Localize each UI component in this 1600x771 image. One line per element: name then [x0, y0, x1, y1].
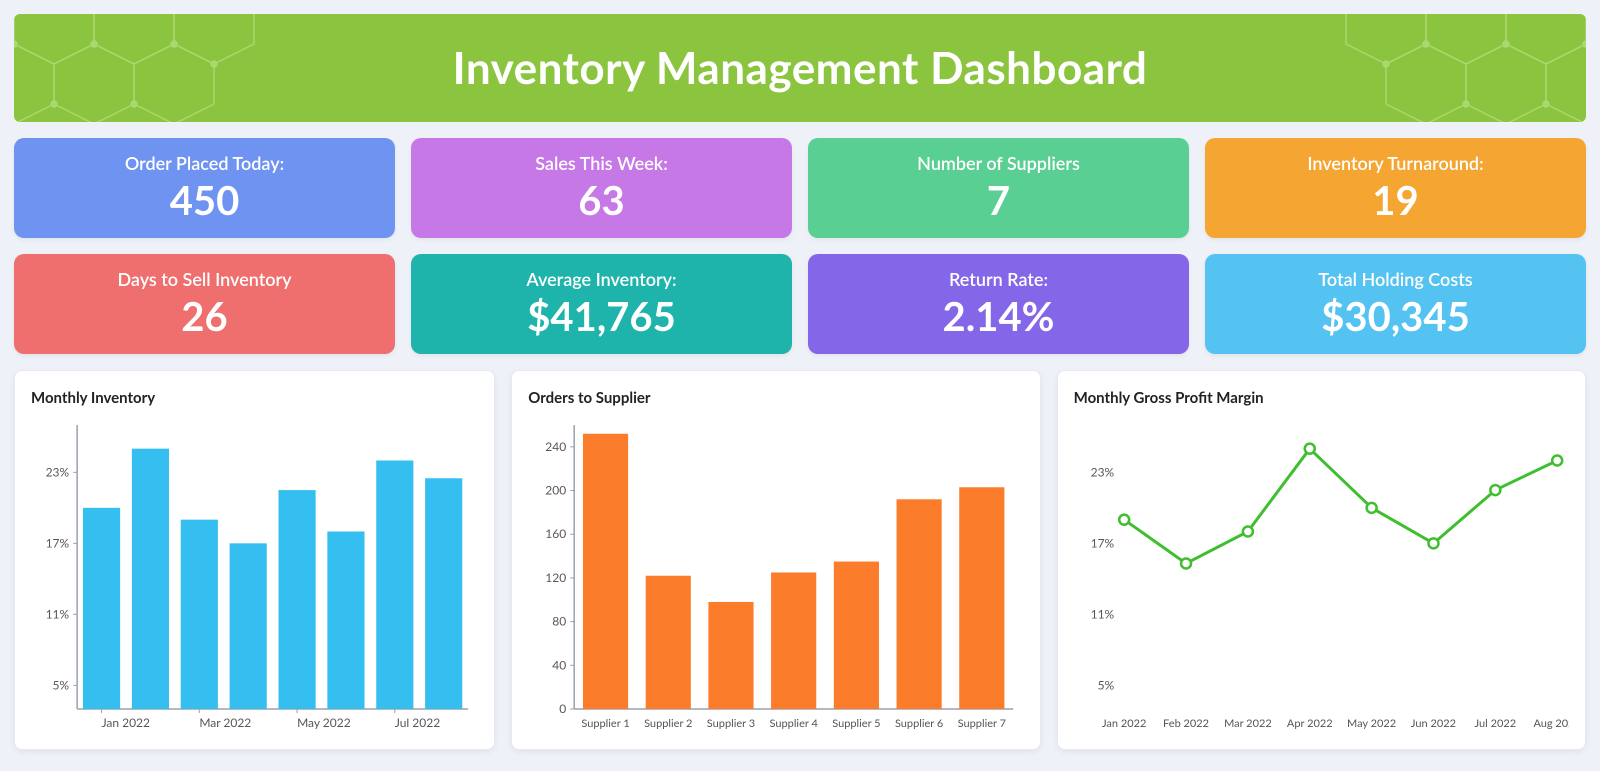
kpi-label: Return Rate:	[818, 268, 1179, 290]
kpi-label: Sales This Week:	[421, 152, 782, 174]
card-orders-to-supplier: Orders to Supplier 0 40 80 120 160 200 240 Supp…	[511, 370, 1040, 750]
svg-text:5%: 5%	[53, 677, 70, 692]
kpi-days-to-sell: Days to Sell Inventory 26	[14, 254, 395, 354]
svg-text:Supplier 3: Supplier 3	[707, 717, 755, 730]
svg-text:Mar 2022: Mar 2022	[199, 715, 251, 730]
chart-title: Monthly Gross Profit Margin	[1074, 389, 1569, 407]
kpi-grid: Order Placed Today: 450 Sales This Week:…	[14, 138, 1586, 354]
kpi-value: 19	[1215, 180, 1576, 220]
kpi-sales-this-week: Sales This Week: 63	[411, 138, 792, 238]
kpi-inventory-turnaround: Inventory Turnaround: 19	[1205, 138, 1586, 238]
kpi-label: Total Holding Costs	[1215, 268, 1576, 290]
svg-text:40: 40	[553, 657, 567, 672]
card-monthly-gross-profit: Monthly Gross Profit Margin 5% 11% 17% 23% J…	[1057, 370, 1586, 750]
kpi-order-placed-today: Order Placed Today: 450	[14, 138, 395, 238]
charts-row: Monthly Inventory 5% 11% 17% 23% Jan 2022 Mar…	[14, 370, 1586, 750]
kpi-value: 450	[24, 180, 385, 220]
svg-text:Supplier 1: Supplier 1	[582, 717, 630, 730]
svg-text:5%: 5%	[1097, 677, 1114, 692]
svg-text:200: 200	[546, 483, 567, 498]
svg-text:Jul 2022: Jul 2022	[395, 715, 440, 730]
svg-text:Aug 2022: Aug 2022	[1533, 717, 1569, 730]
svg-text:Jun 2022: Jun 2022	[1411, 717, 1456, 730]
svg-text:Supplier 4: Supplier 4	[770, 717, 819, 730]
kpi-label: Inventory Turnaround:	[1215, 152, 1576, 174]
kpi-value: 63	[421, 180, 782, 220]
svg-text:23%: 23%	[46, 464, 70, 479]
kpi-value: 26	[24, 296, 385, 336]
kpi-value: 7	[818, 180, 1179, 220]
svg-text:11%: 11%	[1090, 606, 1114, 621]
svg-text:Supplier 6: Supplier 6	[895, 717, 943, 730]
svg-text:Jan 2022: Jan 2022	[1102, 717, 1146, 730]
svg-text:Apr 2022: Apr 2022	[1287, 717, 1333, 730]
svg-text:17%: 17%	[1090, 535, 1114, 550]
kpi-total-holding-costs: Total Holding Costs $30,345	[1205, 254, 1586, 354]
svg-text:160: 160	[546, 526, 567, 541]
chart-monthly-gross-profit: 5% 11% 17% 23% Jan 2022 Feb 2022 Mar 2022 Apr 2…	[1074, 415, 1569, 737]
svg-text:120: 120	[546, 570, 567, 585]
kpi-label: Days to Sell Inventory	[24, 268, 385, 290]
svg-text:Mar 2022: Mar 2022	[1224, 717, 1272, 730]
svg-text:17%: 17%	[46, 535, 70, 550]
svg-text:11%: 11%	[46, 606, 70, 621]
svg-text:23%: 23%	[1090, 464, 1114, 479]
svg-text:May 2022: May 2022	[1347, 717, 1396, 730]
svg-text:May 2022: May 2022	[297, 715, 351, 730]
kpi-label: Number of Suppliers	[818, 152, 1179, 174]
svg-text:240: 240	[546, 439, 567, 454]
svg-text:Supplier 7: Supplier 7	[958, 717, 1006, 730]
kpi-value: $41,765	[421, 296, 782, 336]
card-monthly-inventory: Monthly Inventory 5% 11% 17% 23% Jan 2022 Mar…	[14, 370, 495, 750]
dashboard-header: Inventory Management Dashboard	[14, 14, 1586, 122]
svg-text:0: 0	[559, 701, 566, 716]
chart-title: Orders to Supplier	[528, 389, 1023, 407]
kpi-label: Order Placed Today:	[24, 152, 385, 174]
svg-text:Jul 2022: Jul 2022	[1474, 717, 1516, 730]
kpi-value: 2.14%	[818, 296, 1179, 336]
svg-text:Feb 2022: Feb 2022	[1163, 717, 1209, 730]
svg-text:80: 80	[553, 614, 567, 629]
dashboard-title: Inventory Management Dashboard	[453, 42, 1148, 94]
hex-pattern-right-icon	[1266, 14, 1586, 122]
svg-text:Supplier 2: Supplier 2	[644, 717, 692, 730]
kpi-number-of-suppliers: Number of Suppliers 7	[808, 138, 1189, 238]
chart-title: Monthly Inventory	[31, 389, 478, 407]
kpi-value: $30,345	[1215, 296, 1576, 336]
svg-text:Jan 2022: Jan 2022	[102, 715, 150, 730]
chart-monthly-inventory: 5% 11% 17% 23% Jan 2022 Mar 2022 May 2022 Jul 2…	[31, 415, 478, 737]
kpi-return-rate: Return Rate: 2.14%	[808, 254, 1189, 354]
svg-text:Supplier 5: Supplier 5	[832, 717, 880, 730]
kpi-average-inventory: Average Inventory: $41,765	[411, 254, 792, 354]
hex-pattern-left-icon	[14, 14, 334, 122]
kpi-label: Average Inventory:	[421, 268, 782, 290]
chart-orders-to-supplier: 0 40 80 120 160 200 240 Supplier 1 Supplier 2 Sup…	[528, 415, 1023, 737]
